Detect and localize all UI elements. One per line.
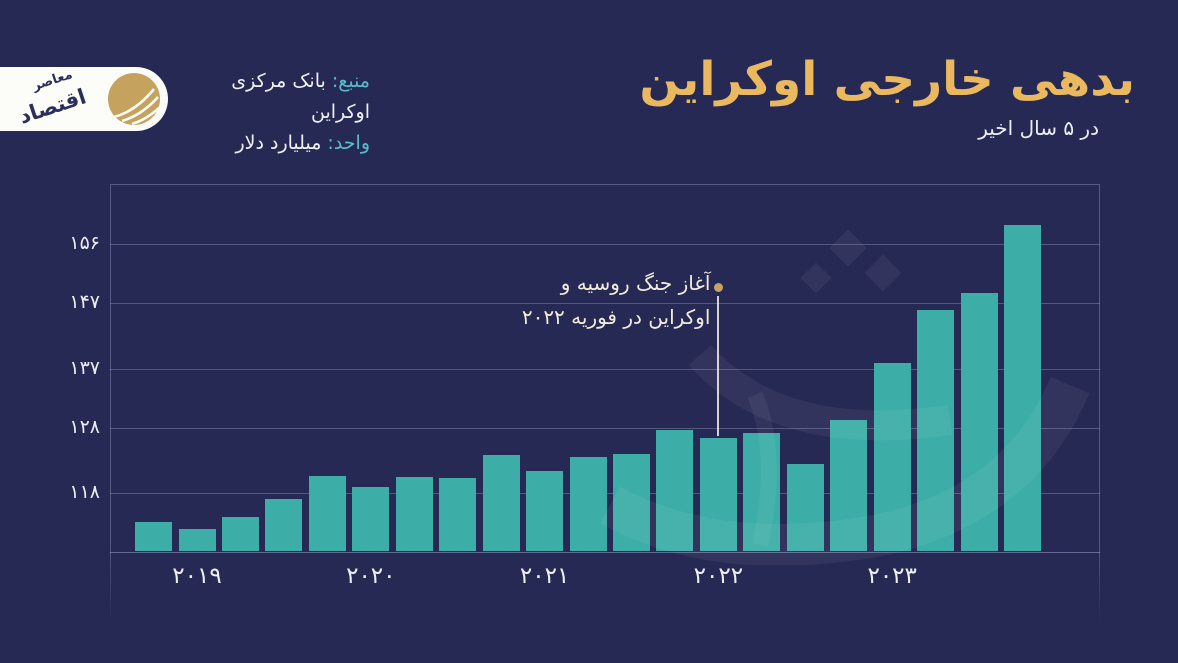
bar-2023-Q1 bbox=[830, 420, 868, 551]
bar-2022-Q2 bbox=[699, 437, 737, 551]
bar-2023-Q4 bbox=[960, 292, 998, 551]
gridline bbox=[110, 303, 1100, 305]
unit-label: واحد: bbox=[327, 132, 370, 154]
y-tick-label: ۱۲۸ bbox=[69, 415, 100, 438]
bar-2020-Q3 bbox=[395, 477, 433, 551]
y-tick-label: ۱۴۷ bbox=[69, 291, 100, 314]
logo-calligraphy: معاصر اقتصاد bbox=[4, 58, 109, 140]
bar-2020-Q1 bbox=[308, 476, 346, 551]
bar-2019-Q2 bbox=[178, 528, 216, 551]
gridline bbox=[110, 368, 1100, 370]
unit-line: واحد: میلیارد دلار bbox=[176, 128, 371, 159]
bar-2022-Q4 bbox=[786, 463, 824, 551]
source-label: منبع: bbox=[331, 70, 370, 92]
bar-2019-Q4 bbox=[265, 499, 303, 551]
x-tick-label: ۲۰۲۱ bbox=[519, 563, 570, 589]
logo-gold-circle-icon bbox=[108, 73, 160, 125]
plot-left-border bbox=[110, 185, 111, 622]
bar-2021-Q3 bbox=[569, 456, 607, 551]
war-annotation-text: آغاز جنگ روسیه و اوکراین در فوریه ۲۰۲۲ bbox=[522, 266, 711, 334]
bar-2024-Q1 bbox=[1004, 224, 1041, 551]
logo-word-eghtesad: اقتصاد bbox=[16, 84, 90, 129]
plot-right-border bbox=[1099, 185, 1100, 622]
gridline bbox=[110, 244, 1100, 246]
source-block: منبع: بانک مرکزی اوکراین واحد: میلیارد د… bbox=[176, 66, 370, 159]
bar-2023-Q3 bbox=[917, 310, 955, 551]
unit-value: میلیارد دلار bbox=[235, 132, 322, 154]
x-tick-label: ۲۰۲۲ bbox=[693, 563, 744, 589]
x-tick-label: ۲۰۲۳ bbox=[867, 563, 917, 589]
war-annotation-dot-icon bbox=[713, 283, 723, 292]
source-line: منبع: بانک مرکزی اوکراین bbox=[176, 66, 370, 128]
page-title: بدهی خارجی اوکراین bbox=[639, 52, 1136, 107]
x-axis-baseline bbox=[110, 552, 1100, 553]
title-block: بدهی خارجی اوکراین در ۵ سال اخیر bbox=[639, 50, 1136, 140]
bar-2023-Q2 bbox=[873, 363, 911, 551]
gridline bbox=[110, 427, 1100, 429]
bar-2021-Q4 bbox=[613, 454, 650, 551]
x-tick-label: ۲۰۲۰ bbox=[346, 563, 396, 589]
bar-2021-Q2 bbox=[526, 471, 564, 551]
bar-2022-Q3 bbox=[743, 433, 781, 551]
page-subtitle: در ۵ سال اخیر bbox=[978, 116, 1099, 140]
source-value: بانک مرکزی اوکراین bbox=[231, 70, 370, 123]
bar-2020-Q4 bbox=[439, 478, 477, 551]
y-tick-label: ۱۱۸ bbox=[69, 481, 100, 504]
bar-2020-Q2 bbox=[352, 486, 390, 551]
x-tick-label: ۲۰۱۹ bbox=[172, 563, 222, 589]
bar-2021-Q1 bbox=[482, 454, 520, 551]
war-annotation-pointer-line bbox=[717, 296, 720, 436]
y-tick-label: ۱۳۷ bbox=[69, 356, 100, 379]
y-tick-label: ۱۵۶ bbox=[69, 232, 100, 255]
bar-2022-Q1 bbox=[656, 429, 694, 551]
bar-2019-Q3 bbox=[221, 516, 259, 551]
bar-chart-plot-area: ۱۱۸ ۱۲۸ ۱۳۷ ۱۴۷ ۱۵۶ ۲۰۱۹ ۲۰۲۰ ۲۰۲۱ ۲۰۲۲ ۲۰۲۳ bbox=[69, 184, 1100, 622]
war-annotation-line1: آغاز جنگ روسیه و bbox=[560, 271, 711, 295]
bar-2019-Q1 bbox=[135, 522, 172, 551]
war-annotation-line2: اوکراین در فوریه ۲۰۲۲ bbox=[521, 305, 711, 329]
eghtesad-moaser-logo: معاصر اقتصاد bbox=[0, 67, 168, 131]
